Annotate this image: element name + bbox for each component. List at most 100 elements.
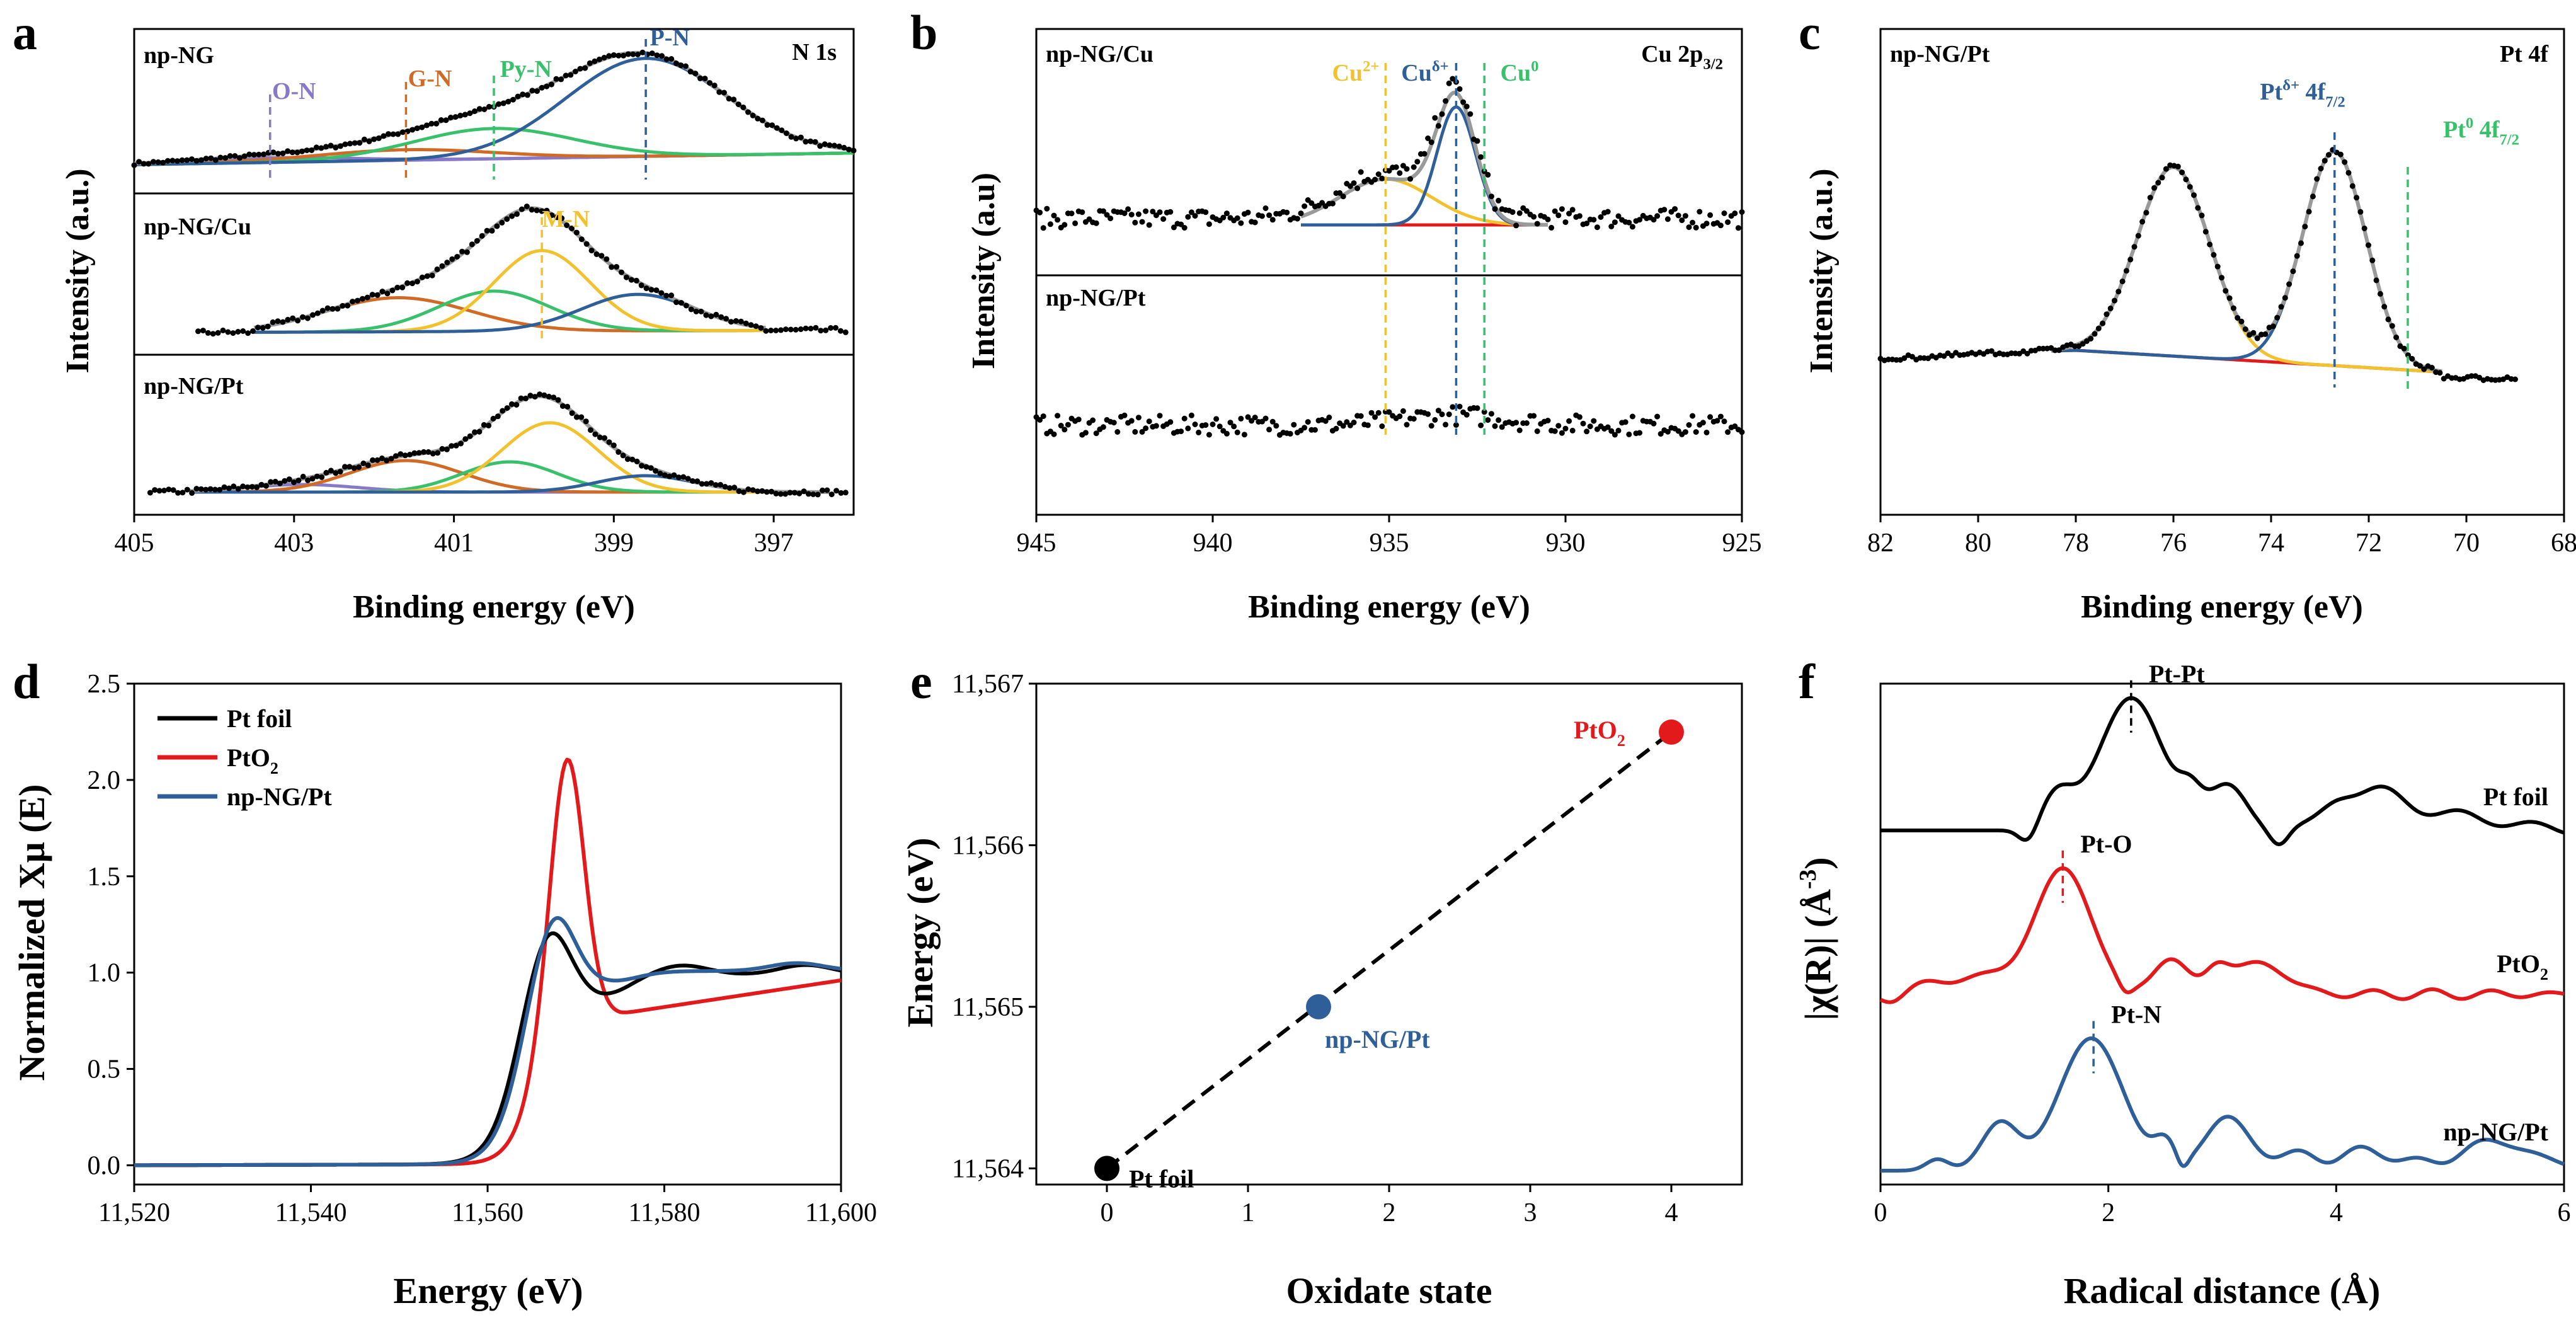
panel-a-Pt-dot	[263, 483, 269, 489]
panel-a-np-NG-dot	[764, 122, 770, 128]
panel-b-Cu-dots	[1033, 76, 1745, 231]
panel-c-dot	[2211, 252, 2217, 258]
panel-b-peak-label-2-part: Cu	[1401, 60, 1432, 86]
panel-a-Pt-dot	[653, 468, 659, 474]
panel-a-np-NG-dot	[428, 120, 435, 127]
panel-b-Cu-dot	[1496, 197, 1502, 204]
panel-c-dot	[2302, 224, 2308, 230]
panel-a-np-NG-dot	[347, 141, 353, 147]
panel-b-Pt-dots	[1033, 403, 1745, 438]
panel-b-Cu-dot	[1739, 209, 1745, 215]
panel-a-np-NG-dot	[452, 114, 459, 120]
panel-a-np-NG-dot	[621, 52, 627, 59]
panel-a-Cu-dot	[698, 308, 704, 314]
panel-f-peak-label-2: Pt-O	[2080, 830, 2132, 858]
panel-a-np-NG-dot	[237, 155, 243, 161]
panel-b-Pt-dot	[1121, 412, 1128, 418]
panel-a-Cu-dot	[300, 314, 306, 320]
panel-b-Cu-dot	[1167, 209, 1174, 215]
panel-a-np-NG-dot	[779, 127, 785, 134]
panel-a-np-NG-dot	[634, 52, 641, 57]
panel-d-ytick-label: 0.5	[88, 1055, 121, 1084]
panel-a-np-NG-dot	[606, 53, 612, 59]
panel-a-Pt-dot	[546, 393, 552, 399]
panel-f-series-label-1: Pt foil	[2483, 783, 2548, 811]
panel-a-Pt-dot	[685, 476, 691, 482]
panel-a-Pt-dot	[170, 487, 176, 493]
panel-a-Cu-dot	[384, 290, 391, 297]
panel-c-dot	[1917, 355, 1923, 361]
panel-b-Cud-peak	[1300, 105, 1548, 227]
panel-b-Pt-dot	[1591, 418, 1597, 424]
panel-b-Pt-dot	[1611, 432, 1618, 438]
panel-b-Cu-dot	[1576, 213, 1583, 219]
panel-b-Cu-dot	[1492, 206, 1498, 212]
panel-b-Pt-dot	[1682, 429, 1688, 435]
panel-b-Pt-dot	[1576, 414, 1583, 420]
panel-a-Cu-dot	[314, 310, 321, 316]
panel-a-Cu-dot	[389, 287, 396, 294]
panel-a-Pt-dot	[713, 482, 719, 488]
panel-c-dot	[2306, 209, 2312, 215]
panel-b-Cu-dot	[1037, 209, 1043, 215]
panel-b-Pt-dot	[1135, 415, 1142, 421]
panel-a-Pt-dot	[648, 465, 654, 471]
panel-b-Pt-dot	[1523, 420, 1530, 426]
panel-a-Cu-dot	[195, 328, 201, 335]
panel-f-xtick-label: 0	[1874, 1198, 1887, 1227]
panel-b-Cu-dot	[1178, 221, 1184, 227]
panel-a-Cu-dot	[648, 287, 655, 293]
panel-b-Cu-dot	[1463, 103, 1470, 110]
panel-a-Pt-dot	[240, 483, 246, 490]
panel-b-xtick-label: 940	[1193, 529, 1233, 558]
panel-c-dot	[2195, 205, 2201, 211]
panel-b-Pt-dot	[1435, 408, 1441, 414]
panel-b-Cu-dot	[1372, 176, 1378, 183]
panel-c-xtick-label: 78	[2063, 529, 2089, 558]
panel-a-np-NG-dot	[601, 55, 607, 60]
panel-a-np-NG-dot	[544, 83, 550, 89]
panel-b-Pt-dot	[1322, 418, 1329, 424]
panel-a-Cu-dot	[813, 324, 819, 331]
panel-b-Cu2-peak	[1300, 177, 1548, 227]
panel-b-Cu-dot	[1478, 154, 1484, 160]
panel-a-np-NG-dot	[563, 72, 569, 79]
panel-a-Cu-dot	[345, 302, 351, 309]
panel-a-Cu-dot	[573, 229, 580, 236]
panel-c-dot	[2155, 180, 2161, 186]
panel-b-frame-2	[1035, 274, 1743, 516]
panel-letter-b: b	[910, 5, 937, 60]
panel-a-np-NG-dot	[395, 131, 401, 137]
panel-a-Cu-dot	[823, 327, 829, 333]
panel-a-Cu-dot	[295, 318, 301, 324]
panel-d-line-2	[134, 757, 842, 1168]
panel-b-Cu-dot	[1040, 225, 1046, 231]
panel-letter-f: f	[1799, 654, 1816, 709]
panel-letter-a: a	[13, 5, 37, 60]
panel-a-peak-label-M-N: M-N	[542, 206, 590, 232]
panel-b-Pt-dot	[1485, 417, 1491, 423]
panel-b-Cu-dot	[1284, 209, 1290, 215]
panel-c-dot	[1886, 357, 1892, 362]
panel-b-Cu-dot	[1100, 208, 1106, 214]
panel-b-Cu-dot	[1488, 193, 1494, 200]
panel-a-np-NG-dot	[673, 60, 679, 66]
panel-a-Cu-dot	[499, 219, 505, 226]
panel-b-Pt-dot	[1252, 415, 1258, 421]
panel-b-Pt-dot	[1262, 415, 1269, 422]
panel-e-point-label-1: Pt foil	[1129, 1164, 1194, 1193]
panel-e-point-1	[1094, 1156, 1119, 1181]
panel-c-xlabel: Binding energy (eV)	[2081, 589, 2363, 625]
panel-a-Cu-dot	[787, 326, 794, 333]
panel-f-peak-label-3: Pt-N	[2111, 1001, 2161, 1029]
panel-d-ytick-label: 2.0	[88, 766, 121, 795]
panel-a-np-NG-dot	[539, 84, 545, 91]
panel-b-Cu-dot	[1707, 212, 1714, 218]
panel-a-Cu-dot	[733, 318, 739, 324]
panel-d-ytick-label: 2.5	[88, 670, 121, 699]
panel-a-np-NG-dot	[711, 83, 718, 89]
panel-e-point-label-2: np-NG/Pt	[1325, 1025, 1430, 1053]
panel-b-Pt-dot	[1580, 420, 1586, 427]
panel-b-Cu-dot	[1220, 214, 1227, 221]
panel-c-dot	[2036, 345, 2042, 352]
